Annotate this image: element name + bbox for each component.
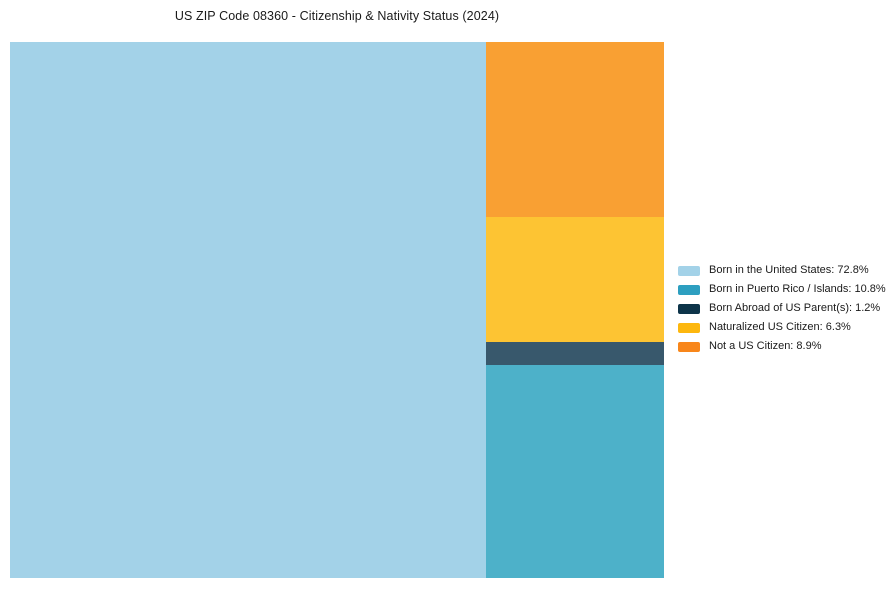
legend: Born in the United States: 72.8% Born in …	[678, 265, 886, 352]
legend-label: Born in the United States: 72.8%	[709, 264, 869, 276]
treemap	[10, 42, 664, 578]
legend-item-born-in-the-united-states: Born in the United States: 72.8%	[678, 265, 886, 276]
legend-label: Born Abroad of US Parent(s): 1.2%	[709, 302, 881, 314]
chart-title: US ZIP Code 08360 - Citizenship & Nativi…	[174, 9, 500, 23]
legend-item-born-in-puerto-rico-islands: Born in Puerto Rico / Islands: 10.8%	[678, 284, 886, 295]
legend-swatch-born-in-puerto-rico-islands	[678, 284, 700, 295]
legend-label: Born in Puerto Rico / Islands: 10.8%	[709, 283, 886, 295]
treemap-block-not-a-us-citizen	[486, 42, 664, 218]
legend-swatch-naturalized-us-citizen	[678, 322, 700, 333]
treemap-block-born-abroad-of-us-parent-s	[486, 341, 664, 366]
treemap-block-born-in-the-united-states	[10, 42, 487, 578]
legend-item-naturalized-us-citizen: Naturalized US Citizen: 6.3%	[678, 322, 886, 333]
legend-item-not-a-us-citizen: Not a US Citizen: 8.9%	[678, 341, 886, 352]
legend-swatch-born-in-the-united-states	[678, 265, 700, 276]
treemap-right-column	[486, 42, 664, 578]
legend-label: Naturalized US Citizen: 6.3%	[709, 321, 851, 333]
treemap-block-naturalized-us-citizen	[486, 217, 664, 342]
treemap-block-born-in-puerto-rico-islands	[486, 365, 664, 578]
legend-label: Not a US Citizen: 8.9%	[709, 340, 822, 352]
legend-swatch-born-abroad-of-us-parent-s	[678, 303, 700, 314]
legend-item-born-abroad-of-us-parent-s: Born Abroad of US Parent(s): 1.2%	[678, 303, 886, 314]
legend-swatch-not-a-us-citizen	[678, 341, 700, 352]
